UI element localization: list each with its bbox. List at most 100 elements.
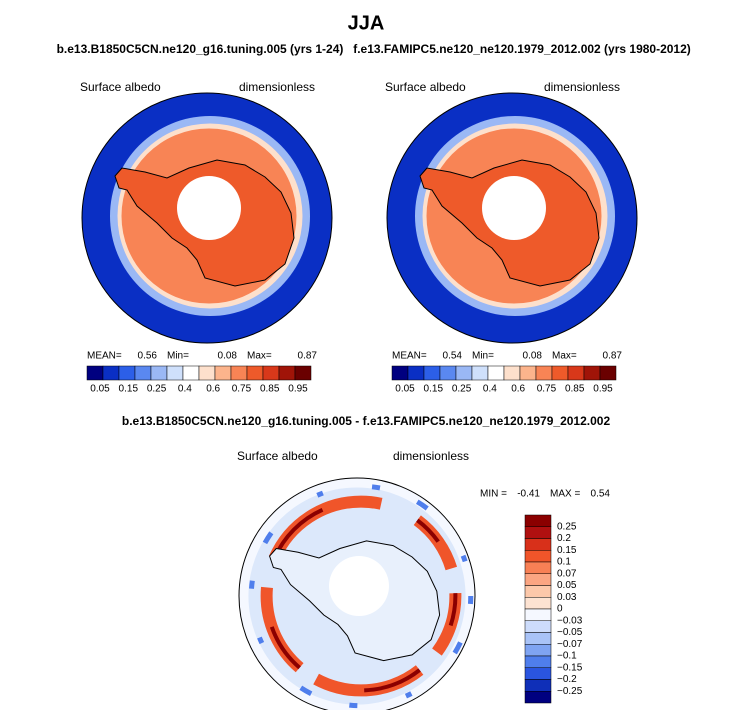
colorbar-box (423, 365, 441, 381)
stat-label: MEAN= (87, 351, 122, 362)
map (239, 478, 475, 714)
colorbar-label: −0.1 (557, 651, 577, 662)
units-label: dimensionless (239, 80, 315, 94)
colorbar-label: −0.2 (557, 674, 577, 685)
colorbar-label: −0.05 (557, 627, 583, 638)
colorbar-label: 0.85 (260, 384, 280, 395)
colorbar-box (524, 573, 552, 586)
stat-value: 0.87 (603, 351, 623, 362)
colorbar-box (524, 679, 552, 692)
colorbar-label: 0.2 (557, 533, 571, 544)
variable-label: Surface albedo (385, 80, 466, 94)
stat-value: -0.41 (517, 489, 540, 500)
colorbar-label: 0.15 (119, 384, 139, 395)
colorbar-box (524, 526, 552, 539)
stat-value: 0.54 (591, 489, 611, 500)
colorbar-box (471, 365, 489, 381)
colorbar-label: 0.07 (557, 568, 577, 579)
stat-label: Min= (167, 351, 189, 362)
variable-label: Surface albedo (237, 449, 318, 463)
colorbar-box (551, 365, 569, 381)
colorbar-label: 0.05 (90, 384, 110, 395)
colorbar-box (134, 365, 152, 381)
stat-label: Min= (472, 351, 494, 362)
colorbar-box (246, 365, 264, 381)
colorbar-box (278, 365, 296, 381)
colorbar-label: 0.25 (147, 384, 167, 395)
colorbar-box (524, 608, 552, 621)
colorbar-box (503, 365, 521, 381)
colorbar-label: 0.03 (557, 592, 577, 603)
colorbar-box (524, 620, 552, 633)
colorbar-label: −0.07 (557, 639, 583, 650)
pole-hole (177, 176, 241, 240)
colorbar-box (524, 667, 552, 680)
colorbar-box (524, 550, 552, 563)
colorbar-box (524, 561, 552, 574)
colorbar-box (535, 365, 553, 381)
colorbar-box (294, 365, 312, 381)
colorbar-box (439, 365, 457, 381)
colorbar-box (86, 365, 104, 381)
negative-ring (248, 483, 474, 709)
colorbar-box (519, 365, 537, 381)
stat-label: MEAN= (392, 351, 427, 362)
colorbar-label: 0.15 (424, 384, 444, 395)
map (82, 93, 332, 343)
pole-hole (482, 176, 546, 240)
stat-value: 0.56 (138, 351, 158, 362)
colorbar-box (150, 365, 168, 381)
stat-value: 0.54 (443, 351, 463, 362)
colorbar-label: 0.95 (593, 384, 613, 395)
colorbar-label: 0.75 (232, 384, 252, 395)
colorbar-label: −0.03 (557, 615, 583, 626)
case-title: b.e13.B1850C5CN.ne120_g16.tuning.005 (yr… (57, 42, 344, 56)
difference-title: b.e13.B1850C5CN.ne120_g16.tuning.005 - f… (122, 414, 611, 428)
colorbar-label: −0.15 (557, 662, 583, 673)
colorbar-box (166, 365, 184, 381)
colorbar-box (407, 365, 425, 381)
colorbar-label: 0.95 (288, 384, 308, 395)
colorbar-label: 0.05 (557, 580, 577, 591)
colorbar-box (102, 365, 120, 381)
colorbar-box (118, 365, 136, 381)
colorbar-label: 0.6 (206, 384, 220, 395)
colorbar-box (524, 585, 552, 598)
colorbar-label: 0.75 (537, 384, 557, 395)
colorbar-box (262, 365, 280, 381)
stat-label: MAX = (550, 489, 580, 500)
stat-value: 0.08 (218, 351, 238, 362)
units-label: dimensionless (544, 80, 620, 94)
colorbar-label: 0.25 (557, 521, 577, 532)
colorbar-label: 0.15 (557, 545, 577, 556)
colorbar-label: 0.4 (483, 384, 497, 395)
colorbar-label: 0.6 (511, 384, 525, 395)
colorbar-box (230, 365, 248, 381)
colorbar-box (391, 365, 409, 381)
figure-title: JJA (348, 12, 385, 34)
colorbar-label: 0.1 (557, 557, 571, 568)
colorbar-box (524, 691, 552, 704)
colorbar-box (214, 365, 232, 381)
colorbar-box (524, 597, 552, 610)
map-border (81, 92, 333, 344)
variable-label: Surface albedo (80, 80, 161, 94)
stat-label: MIN = (480, 489, 507, 500)
colorbar-label: 0.25 (452, 384, 472, 395)
stat-label: Max= (247, 351, 272, 362)
colorbar-box (524, 632, 552, 645)
colorbar-box (524, 644, 552, 657)
colorbar-label: 0.85 (565, 384, 585, 395)
colorbar-label: 0.05 (395, 384, 415, 395)
colorbar-box (524, 655, 552, 668)
colorbar-box (182, 365, 200, 381)
stat-value: 0.08 (523, 351, 543, 362)
colorbar-label: −0.25 (557, 686, 583, 697)
map-border (386, 92, 638, 344)
map (387, 93, 637, 343)
units-label: dimensionless (393, 449, 469, 463)
case-title: f.e13.FAMIPC5.ne120_ne120.1979_2012.002 … (353, 42, 691, 56)
colorbar-box (524, 514, 552, 527)
colorbar-box (524, 538, 552, 551)
